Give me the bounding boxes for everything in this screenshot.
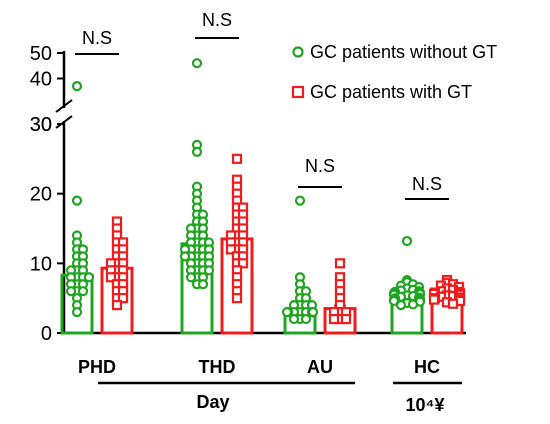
axis-break-mark xyxy=(55,115,73,129)
legend-label-with-gt: GC patients with GT xyxy=(310,82,472,102)
data-point-without-gt xyxy=(407,299,419,310)
data-point-without-gt xyxy=(71,81,83,92)
y-tick-label: 50 xyxy=(30,43,52,65)
data-point-with-gt xyxy=(111,300,123,311)
data-point-without-gt xyxy=(191,58,203,69)
legend: GC patients without GT GC patients with G… xyxy=(291,42,497,102)
data-point-without-gt xyxy=(185,272,197,283)
data-point-without-gt xyxy=(83,272,95,283)
data-point-with-gt xyxy=(117,293,129,304)
data-point-with-gt xyxy=(328,313,340,325)
data-point-without-gt xyxy=(71,307,83,318)
category-label: THD xyxy=(199,357,236,377)
data-point-with-gt xyxy=(225,244,237,255)
data-point-with-gt xyxy=(334,258,346,269)
data-point-with-gt xyxy=(340,313,352,325)
legend-label-without-gt: GC patients without GT xyxy=(310,42,497,62)
point-layer xyxy=(65,58,466,325)
data-point-with-gt xyxy=(447,298,459,309)
legend-marker-without-gt xyxy=(292,46,304,58)
data-point-without-gt xyxy=(288,313,300,325)
data-point-without-gt xyxy=(307,307,319,318)
significance-label: N.S xyxy=(202,10,232,30)
data-point-without-gt xyxy=(71,195,83,206)
data-point-without-gt xyxy=(300,313,312,325)
data-point-without-gt xyxy=(191,146,203,157)
data-point-without-gt xyxy=(281,307,293,318)
annotation-layer: PHD THD AU HC N.S N.S N.S N.S Day 10⁴¥ xyxy=(75,10,462,415)
y-tick-label: 10 xyxy=(30,253,52,275)
category-label: PHD xyxy=(78,357,116,377)
data-point-with-gt xyxy=(231,153,243,164)
data-point-without-gt xyxy=(77,286,89,297)
significance-label: N.S xyxy=(305,156,335,176)
significance-label: N.S xyxy=(82,28,112,48)
significance-label: N.S xyxy=(412,174,442,194)
data-point-without-gt xyxy=(197,279,209,290)
data-point-with-gt xyxy=(231,293,243,304)
data-point-without-gt xyxy=(179,251,191,262)
y-tick-label: 30 xyxy=(30,114,52,136)
group-label-day: Day xyxy=(196,392,229,412)
y-tick-label: 0 xyxy=(41,323,52,345)
data-point-with-gt xyxy=(237,258,249,269)
y-tick-label: 30 xyxy=(30,114,52,136)
data-point-with-gt xyxy=(428,294,440,305)
data-point-without-gt xyxy=(395,300,407,311)
legend-marker-with-gt xyxy=(291,85,305,99)
y-tick-label: 20 xyxy=(30,184,52,206)
category-label: AU xyxy=(307,357,333,377)
y-tick-label: 40 xyxy=(30,69,52,91)
data-point-without-gt xyxy=(401,235,413,247)
category-label: HC xyxy=(414,357,440,377)
data-point-without-gt xyxy=(65,286,77,297)
data-point-without-gt xyxy=(294,195,306,206)
data-point-with-gt xyxy=(105,272,117,283)
group-label-hc: 10⁴¥ xyxy=(406,395,445,415)
data-point-without-gt xyxy=(203,265,215,276)
data-point-without-gt xyxy=(388,295,400,307)
axis-break-mark xyxy=(55,99,73,113)
